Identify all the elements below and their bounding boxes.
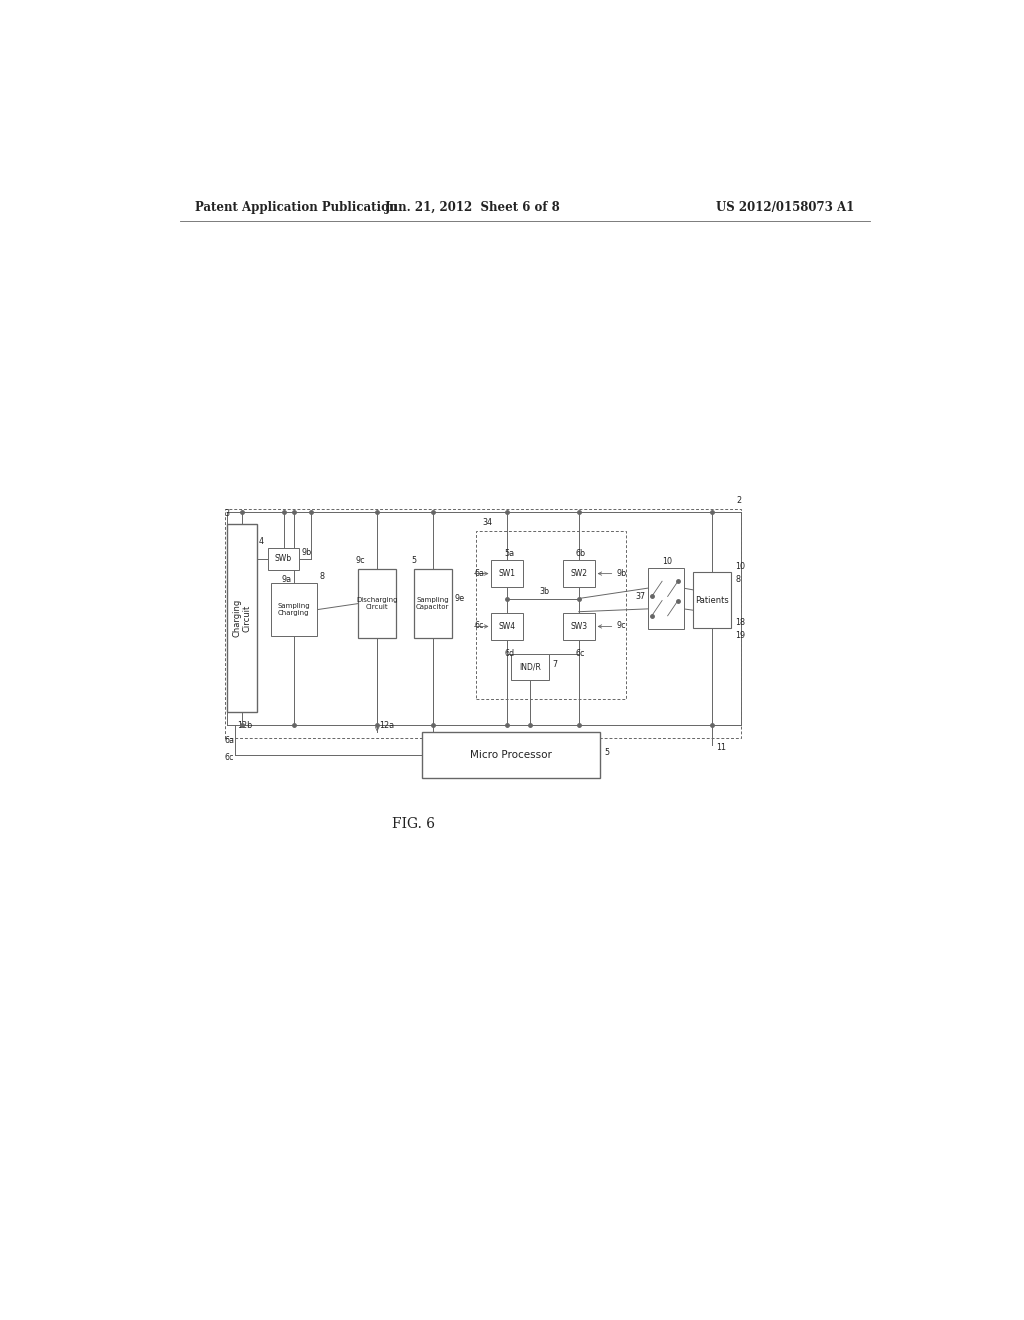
Text: 4: 4: [259, 537, 264, 545]
Text: 5: 5: [412, 556, 417, 565]
Text: 6a: 6a: [225, 735, 234, 744]
Text: 5: 5: [604, 748, 609, 758]
Bar: [693, 572, 731, 628]
Bar: [414, 569, 452, 638]
Text: 9c: 9c: [355, 556, 366, 565]
Text: 2: 2: [736, 496, 741, 506]
Text: 12a: 12a: [380, 721, 394, 730]
Text: 10: 10: [662, 557, 672, 566]
Text: SW3: SW3: [570, 622, 588, 631]
Text: Patent Application Publication: Patent Application Publication: [196, 201, 398, 214]
Text: 6d: 6d: [504, 649, 514, 659]
Text: Sampling
Capacitor: Sampling Capacitor: [416, 597, 450, 610]
Text: 6c: 6c: [575, 649, 585, 659]
Bar: [563, 560, 595, 587]
Bar: [268, 548, 299, 570]
Text: 9b: 9b: [301, 548, 311, 557]
Bar: [492, 612, 523, 640]
Text: 8: 8: [319, 572, 325, 581]
Text: 7: 7: [553, 660, 558, 669]
Text: 37: 37: [636, 591, 646, 601]
Text: Jun. 21, 2012  Sheet 6 of 8: Jun. 21, 2012 Sheet 6 of 8: [385, 201, 561, 214]
Bar: [358, 569, 396, 638]
Text: SW4: SW4: [499, 622, 516, 631]
Text: Patients: Patients: [695, 595, 729, 605]
Bar: [492, 560, 523, 587]
Text: SW2: SW2: [570, 569, 588, 578]
Text: 19: 19: [735, 631, 745, 640]
Bar: [563, 612, 595, 640]
Text: 9a: 9a: [282, 576, 292, 585]
Bar: [511, 655, 550, 680]
Text: 3b: 3b: [539, 587, 549, 597]
Bar: [422, 731, 600, 779]
Text: FIG. 6: FIG. 6: [392, 817, 435, 832]
Text: 9e: 9e: [455, 594, 464, 602]
Bar: [225, 510, 740, 738]
Text: 6c: 6c: [474, 622, 483, 631]
Text: 11: 11: [716, 743, 726, 752]
Text: 9b: 9b: [616, 569, 627, 578]
Text: Discharging
Circuit: Discharging Circuit: [356, 597, 398, 610]
Text: 12b: 12b: [237, 721, 252, 730]
Text: 18: 18: [735, 618, 745, 627]
Text: SWb: SWb: [275, 554, 292, 564]
Text: 6b: 6b: [575, 549, 586, 558]
Text: 10: 10: [735, 562, 745, 572]
Text: Sampling
Charging: Sampling Charging: [278, 603, 310, 616]
Text: 5a: 5a: [504, 549, 514, 558]
Bar: [227, 524, 257, 713]
Bar: [648, 568, 684, 630]
Text: Charging
Circuit: Charging Circuit: [232, 599, 252, 638]
Text: 6c: 6c: [225, 754, 234, 762]
Text: US 2012/0158073 A1: US 2012/0158073 A1: [716, 201, 854, 214]
Text: 3: 3: [225, 510, 229, 519]
Text: Micro Processor: Micro Processor: [470, 750, 552, 760]
Bar: [475, 532, 627, 700]
Bar: [270, 583, 316, 636]
Text: IND/R: IND/R: [519, 663, 542, 672]
Text: 34: 34: [482, 519, 492, 527]
Text: 8: 8: [735, 576, 740, 585]
Text: 6a: 6a: [474, 569, 484, 578]
Text: 9c: 9c: [616, 622, 627, 631]
Text: SW1: SW1: [499, 569, 516, 578]
